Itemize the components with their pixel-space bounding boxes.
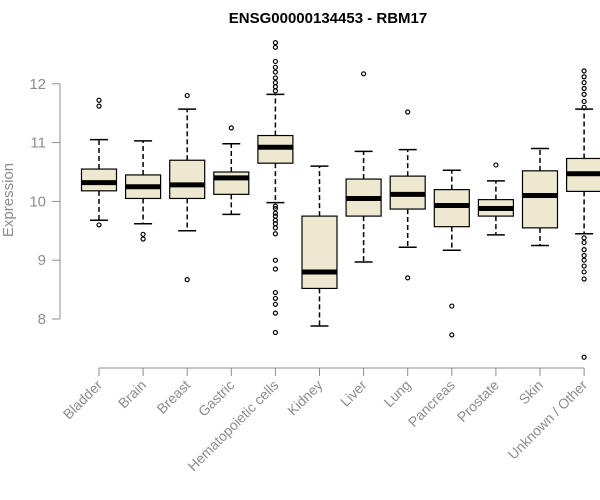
x-tick-label: Liver: [337, 377, 370, 410]
outlier-point: [581, 354, 587, 360]
outlier-point: [272, 44, 278, 50]
outlier-point: [581, 235, 587, 241]
outlier-point: [581, 98, 587, 105]
outlier-point: [272, 266, 278, 272]
box-kidney: [301, 165, 338, 327]
outlier-point: [272, 205, 278, 212]
outlier-point: [272, 310, 278, 316]
y-tick-label: 10: [29, 193, 46, 210]
iqr-box: [213, 171, 250, 195]
box-skin: [521, 147, 559, 247]
y-axis-label: Expression: [0, 163, 17, 237]
outlier-point: [405, 275, 411, 281]
outlier-point: [272, 295, 278, 302]
outlier-point: [272, 80, 278, 86]
outlier-point: [272, 58, 278, 65]
chart-title: ENSG00000134453 - RBM17: [229, 10, 427, 27]
outlier-point: [581, 269, 587, 275]
outlier-point: [581, 80, 587, 86]
outlier-point: [140, 236, 146, 242]
outlier-point: [272, 75, 278, 81]
outlier-point: [96, 97, 102, 103]
iqr-box: [80, 168, 118, 192]
outlier-point: [228, 125, 234, 131]
outlier-point: [581, 239, 587, 246]
outlier-point: [96, 222, 102, 228]
outlier-point: [140, 231, 146, 237]
outlier-point: [581, 85, 587, 92]
box-hematopoietic-cells: [257, 40, 294, 336]
box-lung: [389, 109, 426, 281]
box-gastric: [213, 125, 250, 216]
outlier-point: [449, 303, 455, 309]
x-tick-label: Gastric: [195, 377, 238, 420]
outlier-point: [96, 103, 102, 109]
y-tick-label: 9: [38, 252, 46, 269]
box-unknown-other: [565, 68, 600, 360]
outlier-point: [272, 301, 278, 307]
outlier-point: [581, 252, 587, 259]
iqr-box: [169, 159, 206, 200]
outlier-point: [272, 329, 278, 336]
box-brain: [124, 140, 162, 242]
outlier-point: [581, 247, 587, 253]
iqr-box: [433, 189, 470, 228]
outlier-point: [184, 277, 190, 283]
outlier-point: [272, 210, 278, 216]
y-axis: 8 9 10 11 12: [29, 76, 61, 328]
outlier-point: [581, 68, 587, 74]
y-tick-label: 11: [30, 135, 46, 152]
iqr-box: [521, 170, 559, 229]
outlier-point: [272, 84, 278, 90]
outlier-point: [272, 225, 278, 231]
x-tick-label: Breast: [153, 377, 193, 417]
box-series: [80, 40, 600, 360]
x-tick-label: Lung: [380, 377, 413, 410]
iqr-box: [301, 215, 338, 290]
outlier-point: [581, 91, 587, 97]
outlier-point: [272, 69, 278, 75]
outlier-point: [449, 332, 455, 338]
outlier-point: [272, 231, 278, 237]
outlier-point: [581, 104, 587, 110]
x-tick-label: Skin: [516, 377, 547, 408]
outlier-point: [581, 257, 587, 263]
box-prostate: [477, 162, 514, 236]
outlier-point: [272, 289, 278, 296]
outlier-point: [361, 71, 367, 77]
outlier-point: [581, 74, 587, 80]
box-bladder: [80, 97, 118, 228]
outlier-point: [272, 88, 278, 94]
x-tick-label: Prostate: [454, 377, 502, 425]
outlier-point: [184, 92, 190, 99]
box-pancreas: [433, 169, 470, 338]
outlier-point: [272, 64, 278, 70]
box-liver: [345, 71, 382, 263]
outlier-point: [493, 162, 499, 168]
outlier-point: [272, 203, 278, 209]
outlier-point: [581, 263, 587, 269]
y-tick-label: 8: [38, 311, 46, 328]
y-tick-label: 12: [29, 76, 46, 93]
outlier-point: [272, 213, 278, 219]
outlier-point: [405, 109, 411, 115]
x-tick-label: Pancreas: [405, 377, 458, 430]
outlier-point: [272, 40, 278, 46]
x-tick-label: Brain: [115, 377, 149, 411]
outlier-point: [581, 276, 587, 282]
x-tick-label: Bladder: [60, 377, 106, 423]
box-breast: [169, 92, 206, 283]
x-tick-label: Kidney: [284, 377, 326, 419]
outlier-point: [272, 257, 278, 263]
x-tick-label: Unknown / Other: [505, 377, 591, 463]
